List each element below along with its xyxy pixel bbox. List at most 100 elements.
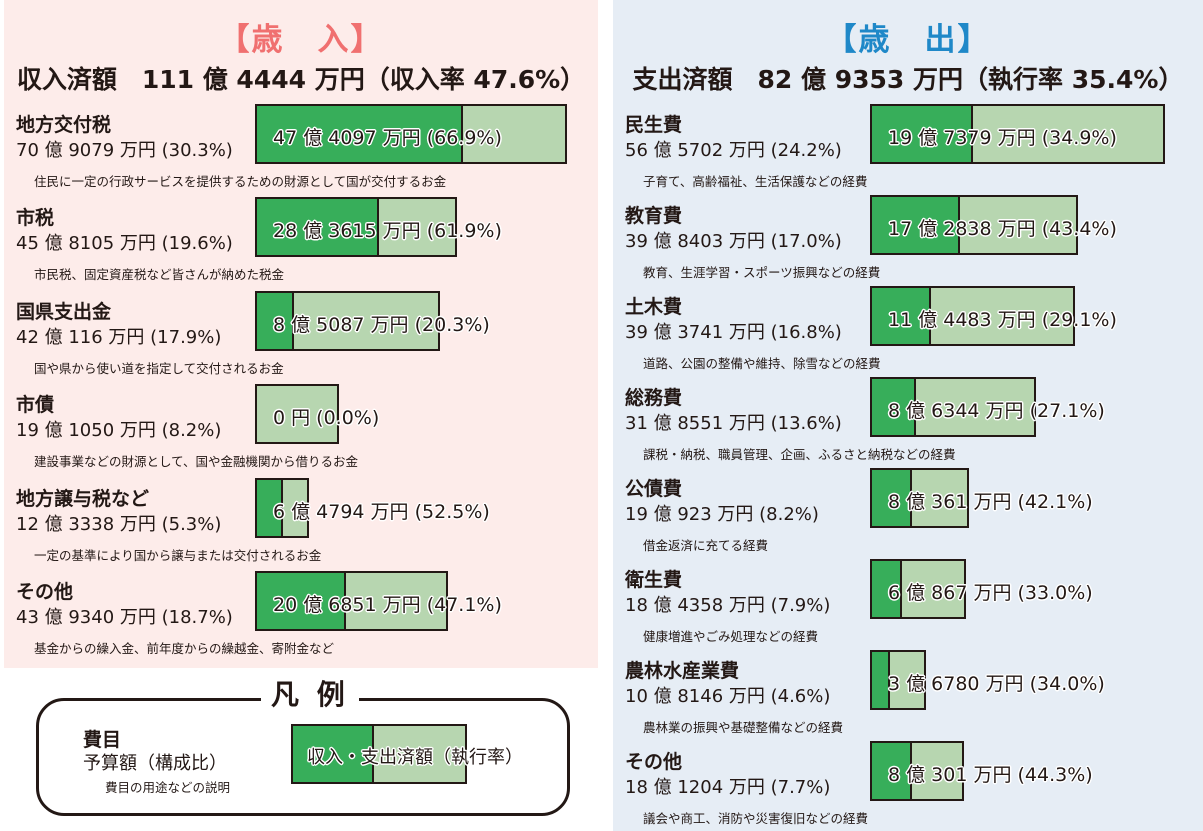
- item-name: 衛生費: [625, 569, 683, 591]
- item-budget: 42 億 116 万円 (17.9%): [16, 326, 222, 348]
- budget-bar: 0 円 (0.0%): [255, 384, 379, 445]
- item-name: 教育費: [625, 205, 683, 227]
- executed-label: 47 億 4097 万円 (66.9%): [273, 127, 502, 149]
- budget-bar: 3 億 6780 万円 (34.0%): [870, 650, 1105, 710]
- expenditure-summary: 支出済額 82 億 9353 万円（執行率 35.4%）: [632, 65, 1184, 94]
- legend-bar-label: 収入・支出済額（執行率）: [307, 747, 523, 768]
- executed-label: 0 円 (0.0%): [273, 407, 380, 430]
- expenditure-row: 総務費 31 億 8551 万円 (13.6%) 課税・納税、職員管理、企画、ふるさ…: [613, 377, 1203, 467]
- executed-bar: [257, 199, 380, 256]
- executed-label: 19 億 7379 万円 (34.9%): [888, 127, 1117, 149]
- budget-bar: 8 億 6344 万円 (27.1%): [870, 377, 1105, 437]
- budget-bar: 47 億 4097 万円 (66.9%): [255, 104, 567, 164]
- revenue-panel: 【歳 入】 収入済額 111 億 4444 万円（収入率 47.6%） 地方交付…: [4, 0, 598, 668]
- item-budget: 18 億 4358 万円 (7.9%): [625, 595, 831, 616]
- item-budget: 18 億 1204 万円 (7.7%): [625, 777, 831, 798]
- item-description: 健康増進やごみ処理などの経費: [643, 629, 819, 644]
- legend-desc: 費目の用途などの説明: [105, 780, 231, 795]
- item-budget: 19 億 1050 万円 (8.2%): [16, 420, 222, 442]
- executed-bar: [257, 573, 347, 629]
- legend-bar-fill: [293, 726, 374, 782]
- item-budget: 39 億 3741 万円 (16.8%): [625, 322, 842, 343]
- revenue-row: 市債 19 億 1050 万円 (8.2%) 建設事業などの財源として、国や金融機関…: [4, 384, 598, 474]
- expenditure-panel: 【歳 出】 支出済額 82 億 9353 万円（執行率 35.4%） 民生費 56…: [613, 0, 1203, 831]
- executed-bar: [872, 743, 913, 799]
- expenditure-row: 民生費 56 億 5702 万円 (24.2%) 子育て、高齢福祉、生活保護などの経…: [613, 104, 1203, 194]
- executed-bar: [872, 197, 961, 253]
- executed-label: 20 億 6851 万円 (47.1%): [273, 594, 502, 616]
- legend-title: 凡 例: [261, 673, 359, 713]
- item-budget: 43 億 9340 万円 (18.7%): [16, 607, 233, 628]
- item-name: 市税: [16, 207, 55, 230]
- item-description: 道路、公園の整備や維持、除雪などの経費: [643, 356, 881, 371]
- budget-bar: 6 億 4794 万円 (52.5%): [255, 477, 490, 538]
- item-description: 住民に一定の行政サービスを提供するための財源として国が交付するお金: [34, 174, 447, 189]
- item-name: その他: [16, 581, 74, 603]
- executed-bar: [257, 292, 294, 349]
- revenue-row: 地方譲与税など 12 億 3338 万円 (5.3%) 一定の基準により国から譲与ま…: [4, 477, 598, 568]
- legend-budget: 予算額（構成比）: [83, 753, 227, 774]
- executed-label: 28 億 3615 万円 (61.9%): [273, 220, 502, 243]
- executed-label: 6 億 867 万円 (33.0%): [888, 582, 1093, 604]
- executed-label: 8 億 361 万円 (42.1%): [888, 491, 1093, 513]
- item-description: 基金からの繰入金、前年度からの繰越金、寄附金など: [34, 641, 335, 656]
- item-description: 教育、生涯学習・スポーツ振興などの経費: [643, 265, 881, 280]
- revenue-title: 【歳 入】: [218, 22, 384, 58]
- item-name: 民生費: [625, 114, 683, 136]
- executed-bar: [872, 652, 890, 708]
- revenue-row: 国県支出金 42 億 116 万円 (17.9%) 国や県から使い道を指定して交付さ…: [4, 290, 598, 381]
- item-description: 国や県から使い道を指定して交付されるお金: [34, 360, 284, 376]
- legend-name: 費目: [83, 729, 122, 751]
- budget-bar: 11 億 4483 万円 (29.1%): [870, 286, 1117, 346]
- expenditure-title: 【歳 出】: [825, 22, 991, 58]
- item-description: 子育て、高齢福祉、生活保護などの経費: [643, 174, 868, 189]
- expenditure-row: 衛生費 18 億 4358 万円 (7.9%) 健康増進やごみ処理などの経費 6 億 …: [613, 559, 1203, 649]
- item-budget: 10 億 8146 万円 (4.6%): [625, 686, 831, 707]
- item-budget: 70 億 9079 万円 (30.3%): [16, 140, 233, 161]
- item-name: 公債費: [625, 478, 683, 500]
- executed-bar: [872, 379, 916, 435]
- executed-bar: [872, 288, 931, 344]
- executed-bar: [872, 106, 974, 162]
- item-name: 地方交付税: [16, 114, 112, 136]
- budget-bar: 20 億 6851 万円 (47.1%): [255, 571, 502, 631]
- item-description: 建設事業などの財源として、国や金融機関から借りるお金: [34, 454, 359, 470]
- executed-bar: [257, 479, 284, 536]
- budget-bar: 6 億 867 万円 (33.0%): [870, 559, 1093, 619]
- executed-bar: [872, 470, 913, 526]
- legend-bar: 収入・支出済額（執行率）: [291, 724, 523, 784]
- executed-label: 3 億 6780 万円 (34.0%): [888, 673, 1105, 695]
- expenditure-row: その他 18 億 1204 万円 (7.7%) 議会や商工、消防や災害復旧などの経費…: [613, 741, 1203, 831]
- budget-bar: 8 億 5087 万円 (20.3%): [255, 290, 490, 351]
- item-description: 一定の基準により国から譲与または交付されるお金: [34, 547, 322, 563]
- executed-bar: [872, 561, 903, 617]
- expenditure-row: 教育費 39 億 8403 万円 (17.0%) 教育、生涯学習・スポーツ振興などの…: [613, 195, 1203, 285]
- revenue-row: その他 43 億 9340 万円 (18.7%) 基金からの繰入金、前年度からの繰越…: [4, 571, 598, 661]
- item-budget: 39 億 8403 万円 (17.0%): [625, 231, 842, 252]
- item-name: 農林水産業費: [625, 660, 740, 682]
- item-budget: 45 億 8105 万円 (19.6%): [16, 233, 233, 255]
- budget-bar: 19 億 7379 万円 (34.9%): [870, 104, 1165, 164]
- executed-label: 11 億 4483 万円 (29.1%): [888, 309, 1117, 331]
- revenue-row: 市税 45 億 8105 万円 (19.6%) 市民税、固定資産税など皆さんが納めた…: [4, 197, 598, 287]
- item-name: 総務費: [625, 387, 683, 409]
- revenue-row: 地方交付税 70 億 9079 万円 (30.3%) 住民に一定の行政サービスを提供…: [4, 104, 598, 194]
- item-description: 農林業の振興や基礎整備などの経費: [643, 720, 844, 735]
- item-description: 課税・納税、職員管理、企画、ふるさと納税などの経費: [643, 447, 956, 462]
- expenditure-row: 土木費 39 億 3741 万円 (16.8%) 道路、公園の整備や維持、除雪などの…: [613, 286, 1203, 376]
- budget-bar: 8 億 301 万円 (44.3%): [870, 741, 1093, 801]
- item-name: その他: [625, 751, 683, 773]
- executed-label: 17 億 2838 万円 (43.4%): [888, 218, 1117, 240]
- item-name: 国県支出金: [16, 300, 112, 323]
- executed-label: 8 億 301 万円 (44.3%): [888, 764, 1093, 786]
- expenditure-row: 公債費 19 億 923 万円 (8.2%) 借金返済に充てる経費 8 億 361 万…: [613, 468, 1203, 558]
- executed-label: 8 億 5087 万円 (20.3%): [273, 313, 490, 336]
- revenue-summary: 収入済額 111 億 4444 万円（収入率 47.6%）: [16, 65, 586, 94]
- item-description: 借金返済に充てる経費: [643, 538, 769, 553]
- item-name: 地方譲与税など: [16, 487, 150, 510]
- budget-bar: 28 億 3615 万円 (61.9%): [255, 197, 502, 258]
- executed-label: 6 億 4794 万円 (52.5%): [273, 500, 490, 523]
- item-budget: 31 億 8551 万円 (13.6%): [625, 413, 842, 434]
- item-name: 市債: [16, 394, 55, 417]
- budget-bar: 8 億 361 万円 (42.1%): [870, 468, 1093, 528]
